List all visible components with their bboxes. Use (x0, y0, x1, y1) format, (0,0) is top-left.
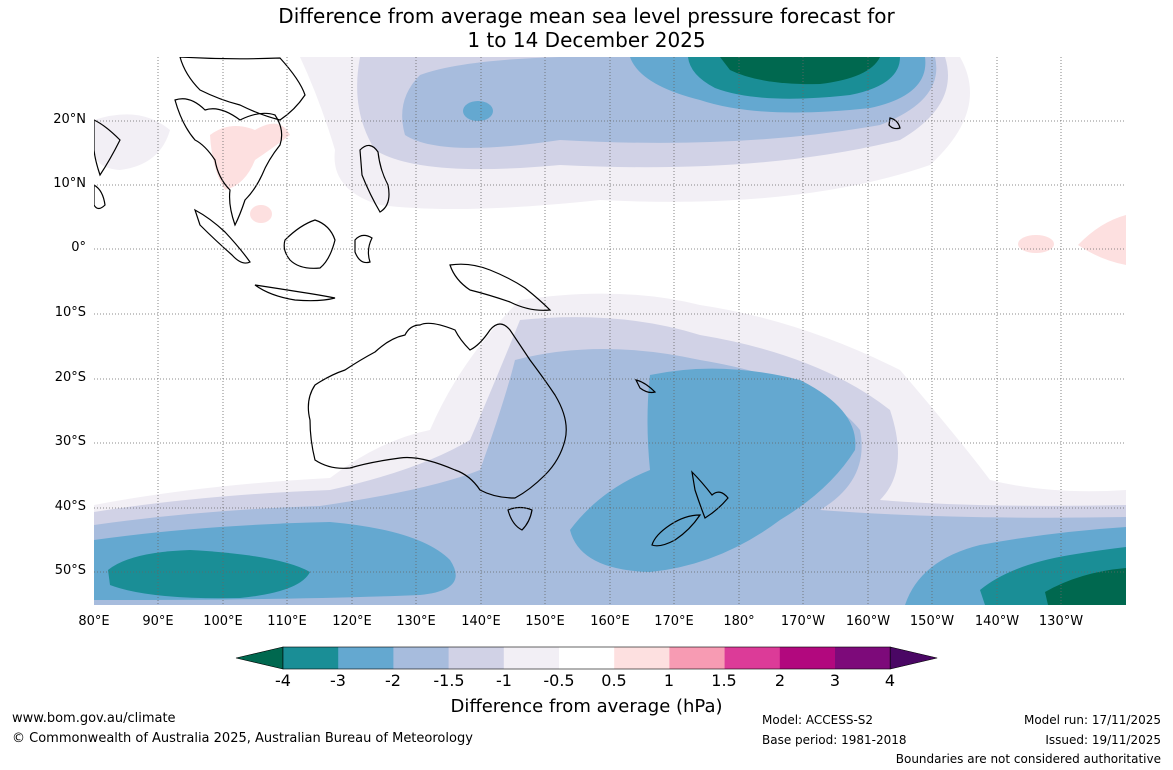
contour-equator-a-gt-0.5 (1018, 235, 1054, 253)
disclaimer: Boundaries are not considered authoritat… (895, 752, 1161, 766)
colorbar-tick-label: 1.5 (711, 671, 737, 690)
lon-label-160w: 160°W (845, 614, 891, 629)
base-period: Base period: 1981-2018 (762, 733, 907, 747)
lon-label-80e: 80°E (78, 614, 110, 629)
issued-date: Issued: 19/11/2025 (1045, 733, 1161, 747)
contour-southeast-lt-m4 (1045, 568, 1126, 605)
lon-label-130w: 130°W (1038, 614, 1084, 629)
lat-label-50s: 50°S (54, 563, 86, 578)
lon-label-130e: 130°E (396, 614, 436, 629)
model-run-date: Model run: 17/11/2025 (1023, 713, 1161, 727)
colorbar-tick-label: 2 (774, 671, 786, 690)
lon-label-100e: 100°E (203, 614, 243, 629)
contour-tasman-lt-m2 (570, 368, 856, 572)
contour-se-asia-gt-0.5 (210, 123, 290, 190)
lon-label-140e: 140°E (461, 614, 501, 629)
colorbar-extend-high (889, 646, 938, 670)
hawaii-coastline (888, 117, 901, 130)
model-name: Model: ACCESS-S2 (762, 713, 874, 727)
colorbar-tick-label: 4 (884, 671, 896, 690)
new-caledonia-coastline (634, 379, 657, 394)
china-coastline (179, 57, 306, 121)
lat-label-40s: 40°S (54, 499, 86, 514)
colorbar-swatch (614, 647, 670, 669)
contour-north-small-lt-m2 (463, 101, 493, 121)
sri-lanka-coastline (94, 184, 106, 210)
map-title-line2: 1 to 14 December 2025 (467, 28, 706, 52)
colorbar-tick-label: -0.5 (543, 671, 575, 690)
colorbar-swatch (448, 647, 505, 669)
contour-north-west-lt-m0.5 (94, 114, 170, 170)
colorbar-swatch (779, 647, 836, 669)
java-coastline (254, 284, 336, 302)
lon-label-110e: 110°E (267, 614, 307, 629)
colorbar (235, 646, 938, 670)
australia-coastline (307, 322, 567, 499)
lat-label-30s: 30°S (54, 434, 86, 449)
website-link[interactable]: www.bom.gov.au/climate (12, 711, 176, 726)
lon-label-180: 180° (723, 614, 755, 629)
colorbar-swatch (283, 647, 339, 669)
map-title: Difference from average mean sea level p… (0, 4, 1173, 52)
tasmania-coastline (507, 506, 533, 531)
lat-label-10n: 10°N (53, 176, 86, 191)
colorbar-swatch (503, 647, 560, 669)
colorbar-swatch (724, 647, 781, 669)
colorbar-tick-label: 1 (663, 671, 675, 690)
lat-label-0: 0° (71, 240, 86, 255)
lat-label-20n: 20°N (53, 112, 86, 127)
lat-label-10s: 10°S (54, 305, 86, 320)
lon-label-120e: 120°E (332, 614, 372, 629)
colorbar-tick-label: -3 (330, 671, 346, 690)
colorbar-tick-label: -1.5 (433, 671, 465, 690)
colorbar-swatch (835, 647, 891, 669)
lon-label-170w: 170°W (780, 614, 826, 629)
colorbar-swatch (393, 647, 450, 669)
lon-label-90e: 90°E (142, 614, 174, 629)
indochina-coastline (174, 98, 283, 227)
colorbar-outline (282, 646, 891, 670)
sulawesi-coastline (354, 234, 373, 264)
contour-north-lt-m4 (720, 57, 880, 85)
lat-label-20s: 20°S (54, 370, 86, 385)
colorbar-title: Difference from average (hPa) (450, 696, 723, 717)
borneo-coastline (283, 219, 336, 269)
new-guinea-coastline (449, 263, 552, 311)
contour-south-lt-m3 (108, 550, 310, 599)
india-coastline (94, 119, 121, 177)
colorbar-extend-low (235, 646, 284, 670)
map-title-line1: Difference from average mean sea level p… (278, 4, 895, 28)
lon-label-150e: 150°E (525, 614, 565, 629)
sumatra-coastline (193, 208, 251, 264)
lon-label-150w: 150°W (909, 614, 955, 629)
new-zealand-north-coastline (691, 470, 729, 519)
graticule (94, 57, 1126, 605)
colorbar-swatch (559, 647, 615, 669)
colorbar-tick-label: 3 (829, 671, 841, 690)
contour-equator-b-gt-0.5 (1078, 215, 1126, 265)
lon-label-140w: 140°W (974, 614, 1020, 629)
colorbar-swatch (669, 647, 726, 669)
colorbar-tick-label: -4 (275, 671, 291, 690)
colorbar-swatch (338, 647, 394, 669)
lon-label-170e: 170°E (654, 614, 694, 629)
colorbar-tick-label: -1 (496, 671, 512, 690)
copyright-text: © Commonwealth of Australia 2025, Austra… (12, 731, 473, 746)
contour-malaysia-gt-0.5 (250, 205, 272, 223)
lon-label-160e: 160°E (590, 614, 630, 629)
new-zealand-south-coastline (651, 514, 702, 547)
colorbar-tick-label: -2 (385, 671, 401, 690)
coastlines (94, 57, 901, 547)
colorbar-tick-label: 0.5 (601, 671, 627, 690)
